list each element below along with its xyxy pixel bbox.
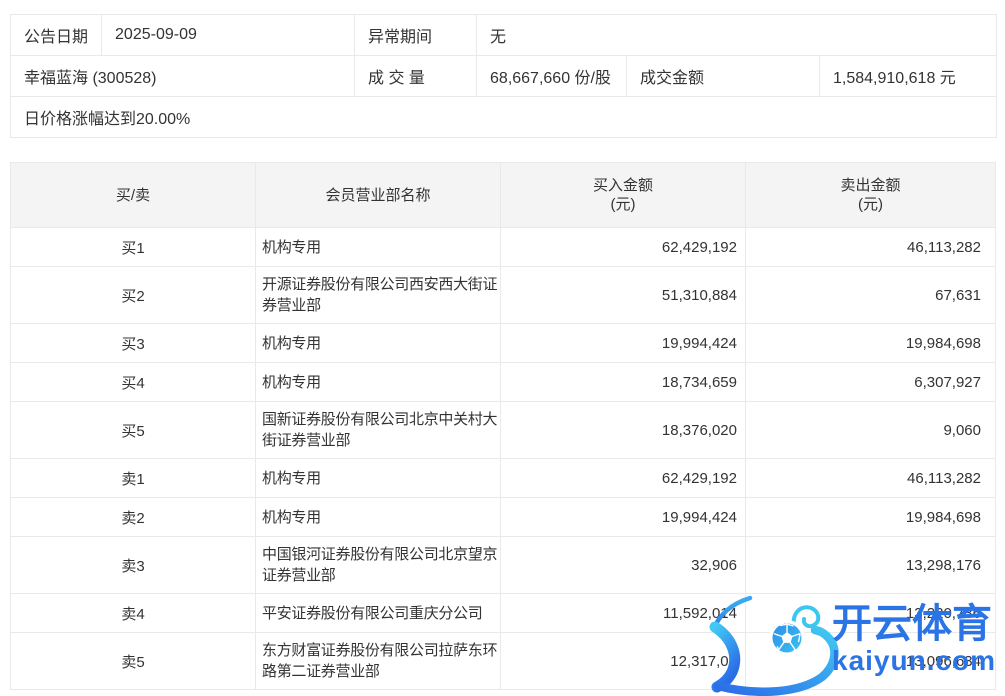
table-row: 卖4 平安证券股份有限公司重庆分公司 11,592,014 13,220,736 — [10, 593, 996, 633]
header-sell-line2: (元) — [858, 196, 883, 213]
row-branch-name: 国新证券股份有限公司北京中关村大街证券营业部 — [255, 401, 501, 459]
row-side-label: 卖2 — [10, 497, 256, 537]
row-side-label: 卖1 — [10, 458, 256, 498]
row-buy-amount: 62,429,192 — [500, 458, 746, 498]
row-branch-name: 机构专用 — [255, 227, 501, 267]
row-side-label: 买3 — [10, 323, 256, 363]
abnormal-period-value: 无 — [476, 14, 998, 56]
volume-label: 成 交 量 — [354, 55, 478, 97]
summary-row-3: 日价格涨幅达到20.00% — [9, 96, 998, 138]
table-header-row: 买/卖 会员营业部名称 买入金额 (元) 卖出金额 (元) — [10, 162, 996, 228]
row-sell-amount: 9,060 — [745, 401, 996, 459]
header-buy-amount: 买入金额 (元) — [500, 162, 746, 228]
row-buy-amount: 62,429,192 — [500, 227, 746, 267]
broker-table-container: 买/卖 会员营业部名称 买入金额 (元) 卖出金额 (元) 买1 机构专用 62… — [10, 162, 996, 690]
turnover-label: 成交金额 — [626, 55, 821, 97]
row-buy-amount: 19,994,424 — [500, 323, 746, 363]
table-row: 买5 国新证券股份有限公司北京中关村大街证券营业部 18,376,020 9,0… — [10, 401, 996, 459]
header-side: 买/卖 — [10, 162, 256, 228]
table-row: 买4 机构专用 18,734,659 6,307,927 — [10, 362, 996, 402]
table-body: 买1 机构专用 62,429,192 46,113,282 买2 开源证券股份有… — [10, 227, 996, 690]
row-buy-amount: 32,906 — [500, 536, 746, 594]
row-sell-amount: 67,631 — [745, 266, 996, 324]
row-sell-amount: 13,096,634 — [745, 632, 996, 690]
header-sell-line1: 卖出金额 — [840, 177, 901, 194]
abnormal-period-label: 异常期间 — [354, 14, 478, 56]
row-branch-name: 机构专用 — [255, 458, 501, 498]
header-buy-line2: (元) — [610, 196, 636, 213]
announce-date-value: 2025-09-09 — [101, 14, 356, 56]
summary-row-1: 公告日期 2025-09-09 异常期间 无 — [9, 14, 998, 56]
stock-name: 幸福蓝海 (300528) — [9, 55, 356, 97]
row-branch-name: 机构专用 — [255, 362, 501, 402]
row-branch-name: 机构专用 — [255, 497, 501, 537]
row-buy-amount: 19,994,424 — [500, 497, 746, 537]
row-side-label: 买4 — [10, 362, 256, 402]
turnover-value: 1,584,910,618 元 — [819, 55, 998, 97]
header-buy-line1: 买入金额 — [592, 177, 653, 194]
volume-value: 68,667,660 份/股 — [476, 55, 628, 97]
row-buy-amount: 18,376,020 — [500, 401, 746, 459]
summary-panel: 公告日期 2025-09-09 异常期间 无 幸福蓝海 (300528) 成 交… — [9, 14, 998, 138]
summary-row-2: 幸福蓝海 (300528) 成 交 量 68,667,660 份/股 成交金额 … — [9, 55, 998, 97]
table-row: 买1 机构专用 62,429,192 46,113,282 — [10, 227, 996, 267]
row-sell-amount: 19,984,698 — [745, 497, 996, 537]
row-buy-amount: 11,592,014 — [500, 593, 746, 633]
row-sell-amount: 13,220,736 — [745, 593, 996, 633]
announce-date-label: 公告日期 — [9, 14, 103, 56]
row-side-label: 买1 — [10, 227, 256, 267]
header-sell-amount: 卖出金额 (元) — [745, 162, 996, 228]
table-row: 买3 机构专用 19,994,424 19,984,698 — [10, 323, 996, 363]
row-side-label: 卖3 — [10, 536, 256, 594]
row-branch-name: 机构专用 — [255, 323, 501, 363]
row-sell-amount: 46,113,282 — [745, 458, 996, 498]
row-side-label: 买5 — [10, 401, 256, 459]
row-branch-name: 开源证券股份有限公司西安西大街证券营业部 — [255, 266, 501, 324]
header-branch: 会员营业部名称 — [255, 162, 501, 228]
table-row: 卖2 机构专用 19,994,424 19,984,698 — [10, 497, 996, 537]
row-side-label: 卖5 — [10, 632, 256, 690]
table-row: 卖3 中国银河证券股份有限公司北京望京证券营业部 32,906 13,298,1… — [10, 536, 996, 594]
row-branch-name: 中国银河证券股份有限公司北京望京证券营业部 — [255, 536, 501, 594]
row-sell-amount: 19,984,698 — [745, 323, 996, 363]
row-sell-amount: 46,113,282 — [745, 227, 996, 267]
row-side-label: 卖4 — [10, 593, 256, 633]
table-row: 卖1 机构专用 62,429,192 46,113,282 — [10, 458, 996, 498]
row-buy-amount: 12,317,0 — [500, 632, 746, 690]
row-branch-name: 东方财富证券股份有限公司拉萨东环路第二证券营业部 — [255, 632, 501, 690]
row-buy-amount: 51,310,884 — [500, 266, 746, 324]
broker-table: 买/卖 会员营业部名称 买入金额 (元) 卖出金额 (元) 买1 机构专用 62… — [10, 162, 996, 690]
row-sell-amount: 6,307,927 — [745, 362, 996, 402]
row-buy-amount: 18,734,659 — [500, 362, 746, 402]
table-row: 买2 开源证券股份有限公司西安西大街证券营业部 51,310,884 67,63… — [10, 266, 996, 324]
row-branch-name: 平安证券股份有限公司重庆分公司 — [255, 593, 501, 633]
row-sell-amount: 13,298,176 — [745, 536, 996, 594]
table-row: 卖5 东方财富证券股份有限公司拉萨东环路第二证券营业部 12,317,0 13,… — [10, 632, 996, 690]
list-reason: 日价格涨幅达到20.00% — [9, 96, 998, 138]
row-side-label: 买2 — [10, 266, 256, 324]
